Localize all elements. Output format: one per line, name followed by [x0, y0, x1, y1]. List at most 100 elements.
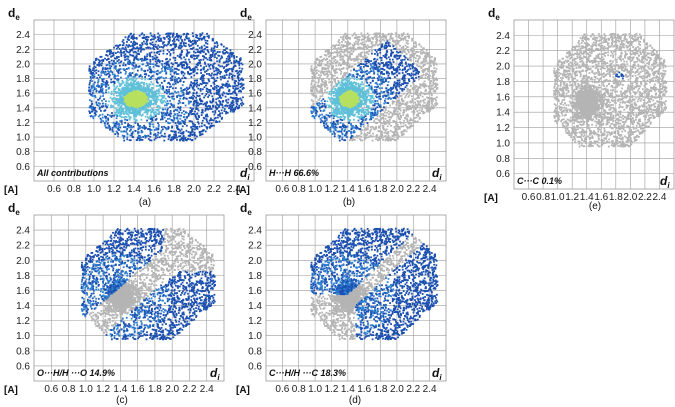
fingerprint-point: [178, 35, 181, 37]
fingerprint-point: [118, 61, 120, 64]
fingerprint-point-background: [368, 38, 371, 41]
fingerprint-point: [149, 123, 152, 126]
fingerprint-point: [160, 62, 163, 65]
y-tick-label: 2.2: [16, 45, 30, 56]
fingerprint-point-background: [413, 85, 415, 88]
fingerprint-point: [157, 131, 160, 134]
fingerprint-point-background: [387, 139, 390, 142]
x-tick-label: 1.6: [357, 184, 371, 195]
fingerprint-point: [185, 54, 188, 57]
fingerprint-point-background: [360, 60, 363, 63]
fingerprint-point: [145, 65, 148, 67]
fingerprint-point-background: [410, 85, 412, 87]
fingerprint-point-background: [336, 76, 339, 79]
fingerprint-point-background: [345, 35, 348, 38]
fingerprint-point: [180, 114, 182, 117]
fingerprint-point: [151, 123, 154, 126]
fingerprint-point: [235, 102, 238, 105]
fingerprint-point: [137, 128, 140, 131]
fingerprint-point: [169, 106, 171, 109]
fingerprint-point: [136, 100, 138, 103]
fingerprint-point: [119, 84, 121, 87]
fingerprint-point-background: [406, 93, 409, 95]
fingerprint-point: [104, 81, 107, 84]
fingerprint-point-background: [424, 107, 427, 110]
fingerprint-point-background: [382, 32, 384, 35]
fingerprint-point: [150, 121, 153, 123]
fingerprint-point-background: [436, 96, 438, 99]
fingerprint-point: [240, 99, 243, 102]
fingerprint-point: [127, 35, 130, 38]
fingerprint-point: [118, 82, 121, 85]
x-tick-label: 2.0: [390, 184, 404, 195]
fingerprint-point: [113, 46, 115, 49]
fingerprint-point-background: [419, 84, 422, 86]
fingerprint-point-background: [346, 40, 349, 43]
fingerprint-point: [134, 86, 137, 89]
fingerprint-point-background: [406, 39, 409, 42]
fingerprint-point: [185, 111, 188, 114]
fingerprint-point: [184, 104, 187, 107]
fingerprint-point: [203, 35, 206, 38]
fingerprint-point: [177, 94, 180, 97]
fingerprint-point: [210, 49, 213, 52]
fingerprint-point-background: [348, 50, 350, 53]
fingerprint-point: [159, 50, 162, 53]
fingerprint-point: [168, 117, 171, 120]
fingerprint-point: [155, 98, 158, 101]
fingerprint-point: [202, 75, 204, 78]
fingerprint-point: [153, 102, 155, 105]
fingerprint-point-background: [318, 63, 321, 65]
fingerprint-point-background: [415, 116, 418, 119]
fingerprint-point: [89, 105, 92, 108]
fingerprint-point-background: [392, 101, 394, 103]
fingerprint-point: [202, 77, 205, 80]
fingerprint-point: [185, 34, 188, 37]
fingerprint-point: [106, 81, 109, 84]
fingerprint-point: [205, 65, 208, 68]
fingerprint-point: [138, 125, 141, 128]
fingerprint-point: [190, 40, 193, 43]
fingerprint-point-background: [428, 55, 431, 58]
fingerprint-point: [140, 101, 143, 104]
fingerprint-point: [131, 84, 134, 87]
fingerprint-point-background: [380, 113, 383, 116]
fingerprint-point-background: [426, 73, 429, 76]
fingerprint-point: [122, 89, 125, 92]
fingerprint-point: [111, 55, 114, 57]
fingerprint-point-background: [349, 36, 351, 39]
fingerprint-point: [104, 57, 106, 60]
fingerprint-point: [129, 61, 132, 64]
fingerprint-point: [128, 111, 130, 114]
fingerprint-point: [134, 110, 136, 113]
fingerprint-point: [179, 138, 182, 141]
fingerprint-point: [144, 95, 147, 98]
x-tick-label: 0.8: [67, 184, 81, 195]
fingerprint-point-background: [338, 68, 341, 71]
fingerprint-point: [114, 57, 116, 60]
fingerprint-point-background: [362, 125, 365, 128]
fingerprint-point-background: [383, 36, 385, 39]
fingerprint-point: [115, 126, 117, 129]
fingerprint-point: [209, 124, 212, 127]
fingerprint-point: [147, 46, 149, 49]
fingerprint-point: [217, 68, 220, 71]
fingerprint-point: [139, 58, 142, 61]
fingerprint-point: [107, 118, 110, 121]
fingerprint-point: [218, 87, 221, 90]
fingerprint-point: [174, 87, 177, 90]
fingerprint-point-background: [328, 55, 330, 58]
fingerprint-point: [102, 80, 105, 83]
fingerprint-point: [168, 96, 171, 99]
fingerprint-point: [100, 71, 103, 74]
fingerprint-point: [190, 113, 193, 116]
fingerprint-point: [197, 114, 200, 117]
fingerprint-point: [99, 117, 102, 120]
fingerprint-point: [136, 139, 138, 141]
fingerprint-point: [135, 54, 138, 57]
fingerprint-point-background: [315, 59, 318, 62]
fingerprint-point: [130, 125, 133, 127]
fingerprint-point: [214, 110, 217, 112]
fingerprint-point: [99, 89, 102, 91]
fingerprint-point: [108, 86, 111, 89]
